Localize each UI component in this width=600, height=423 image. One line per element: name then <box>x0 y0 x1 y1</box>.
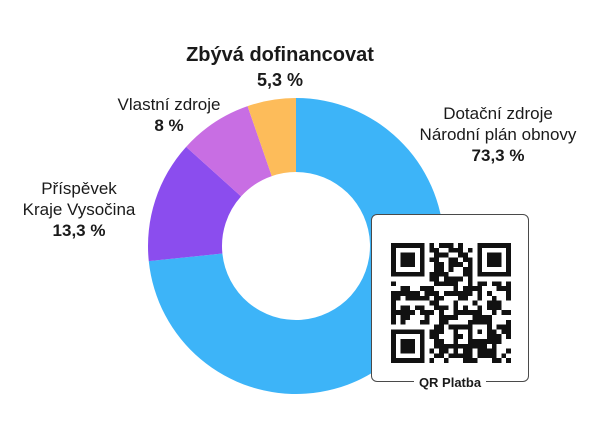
qr-payment-box: QR Platba <box>371 214 529 390</box>
label-region-pct: 13,3 % <box>52 221 106 240</box>
label-own-name: Vlastní zdroje <box>117 95 221 114</box>
label-remaining-pct: 5,3 % <box>256 70 304 90</box>
label-region: Příspěvek Kraje Vysočina 13,3 % <box>4 178 154 241</box>
slice-remaining <box>247 98 296 177</box>
label-remaining-name: Zbývá dofinancovat <box>186 44 374 66</box>
label-region-line-2: Kraje Vysočina <box>22 200 136 219</box>
label-own-resources: Vlastní zdroje 8 % <box>94 94 244 136</box>
qr-caption: QR Platba <box>372 375 528 390</box>
qr-code-icon <box>391 243 511 363</box>
qr-caption-text: QR Platba <box>413 375 487 390</box>
label-own-pct: 8 % <box>154 116 184 135</box>
label-region-line-1: Příspěvek <box>41 179 117 198</box>
label-remaining: Zbývá dofinancovat 5,3 % <box>130 42 430 92</box>
label-grant-pct: 73,3 % <box>471 146 525 165</box>
slice-grant <box>148 98 444 395</box>
label-grant-line-2: Národní plán obnovy <box>419 125 577 144</box>
slice-own-resources <box>186 106 272 197</box>
label-grant: Dotační zdroje Národní plán obnovy 73,3 … <box>398 103 598 166</box>
slice-region <box>148 146 242 262</box>
label-grant-line-1: Dotační zdroje <box>443 104 553 123</box>
